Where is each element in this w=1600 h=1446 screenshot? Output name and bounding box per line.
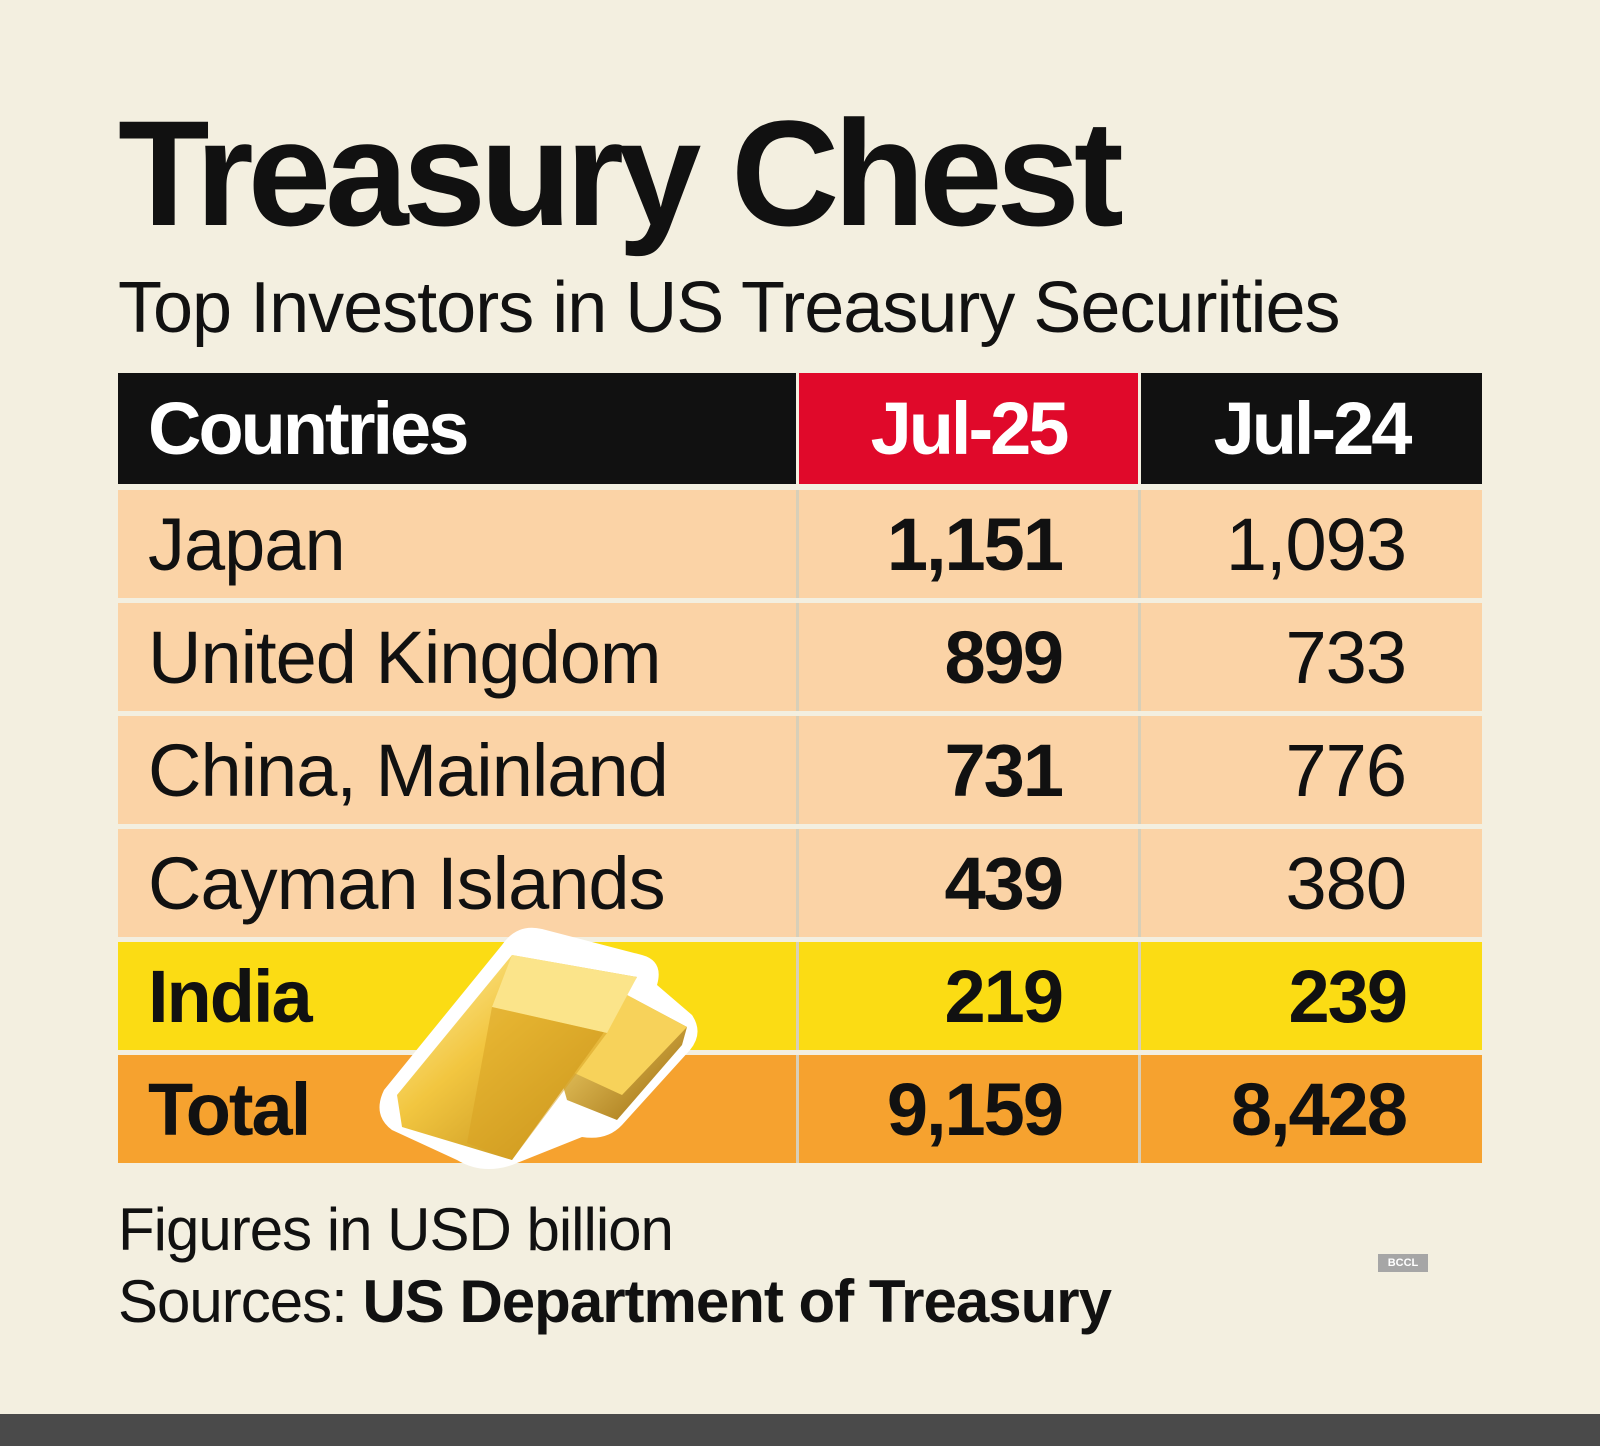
table-header-row: Countries Jul-25 Jul-24 [118, 373, 1482, 484]
table-row-cayman-islands: Cayman Islands 439 380 [118, 829, 1482, 937]
table-row-india: India 219 239 [118, 942, 1482, 1050]
country-cell: United Kingdom [118, 603, 796, 711]
jul-24-value: 776 [1138, 716, 1482, 824]
jul-25-value: 731 [796, 716, 1138, 824]
units-note: Figures in USD billion [118, 1196, 674, 1263]
jul-25-value: 1,151 [796, 490, 1138, 598]
page-subtitle: Top Investors in US Treasury Securities [118, 268, 1340, 348]
source-note: Sources: US Department of Treasury [118, 1272, 1112, 1332]
column-header-jul-25: Jul-25 [796, 373, 1138, 484]
country-cell: China, Mainland [118, 716, 796, 824]
table-row-united-kingdom: United Kingdom 899 733 [118, 603, 1482, 711]
jul-25-value: 899 [796, 603, 1138, 711]
jul-24-value: 380 [1138, 829, 1482, 937]
credit-badge: BCCL [1378, 1254, 1428, 1272]
column-header-countries: Countries [118, 373, 796, 484]
investors-table: Countries Jul-25 Jul-24 Japan 1,151 1,09… [118, 373, 1482, 1163]
gold-bars-icon [379, 927, 698, 1169]
source-label: Sources: [118, 1268, 363, 1335]
jul-24-value: 8,428 [1138, 1055, 1482, 1163]
jul-24-value: 733 [1138, 603, 1482, 711]
bottom-bar [0, 1414, 1600, 1446]
page-title: Treasury Chest [118, 89, 1124, 257]
jul-24-value: 239 [1138, 942, 1482, 1050]
jul-25-value: 439 [796, 829, 1138, 937]
jul-25-value: 219 [796, 942, 1138, 1050]
table-row-total: Total 9,159 8,428 [118, 1055, 1482, 1163]
column-header-jul-24: Jul-24 [1138, 373, 1482, 484]
jul-25-value: 9,159 [796, 1055, 1138, 1163]
country-cell: Japan [118, 490, 796, 598]
table-row-china-mainland: China, Mainland 731 776 [118, 716, 1482, 824]
jul-24-value: 1,093 [1138, 490, 1482, 598]
country-cell: Cayman Islands [118, 829, 796, 937]
source-name: US Department of Treasury [362, 1268, 1112, 1335]
table-row-japan: Japan 1,151 1,093 [118, 490, 1482, 598]
